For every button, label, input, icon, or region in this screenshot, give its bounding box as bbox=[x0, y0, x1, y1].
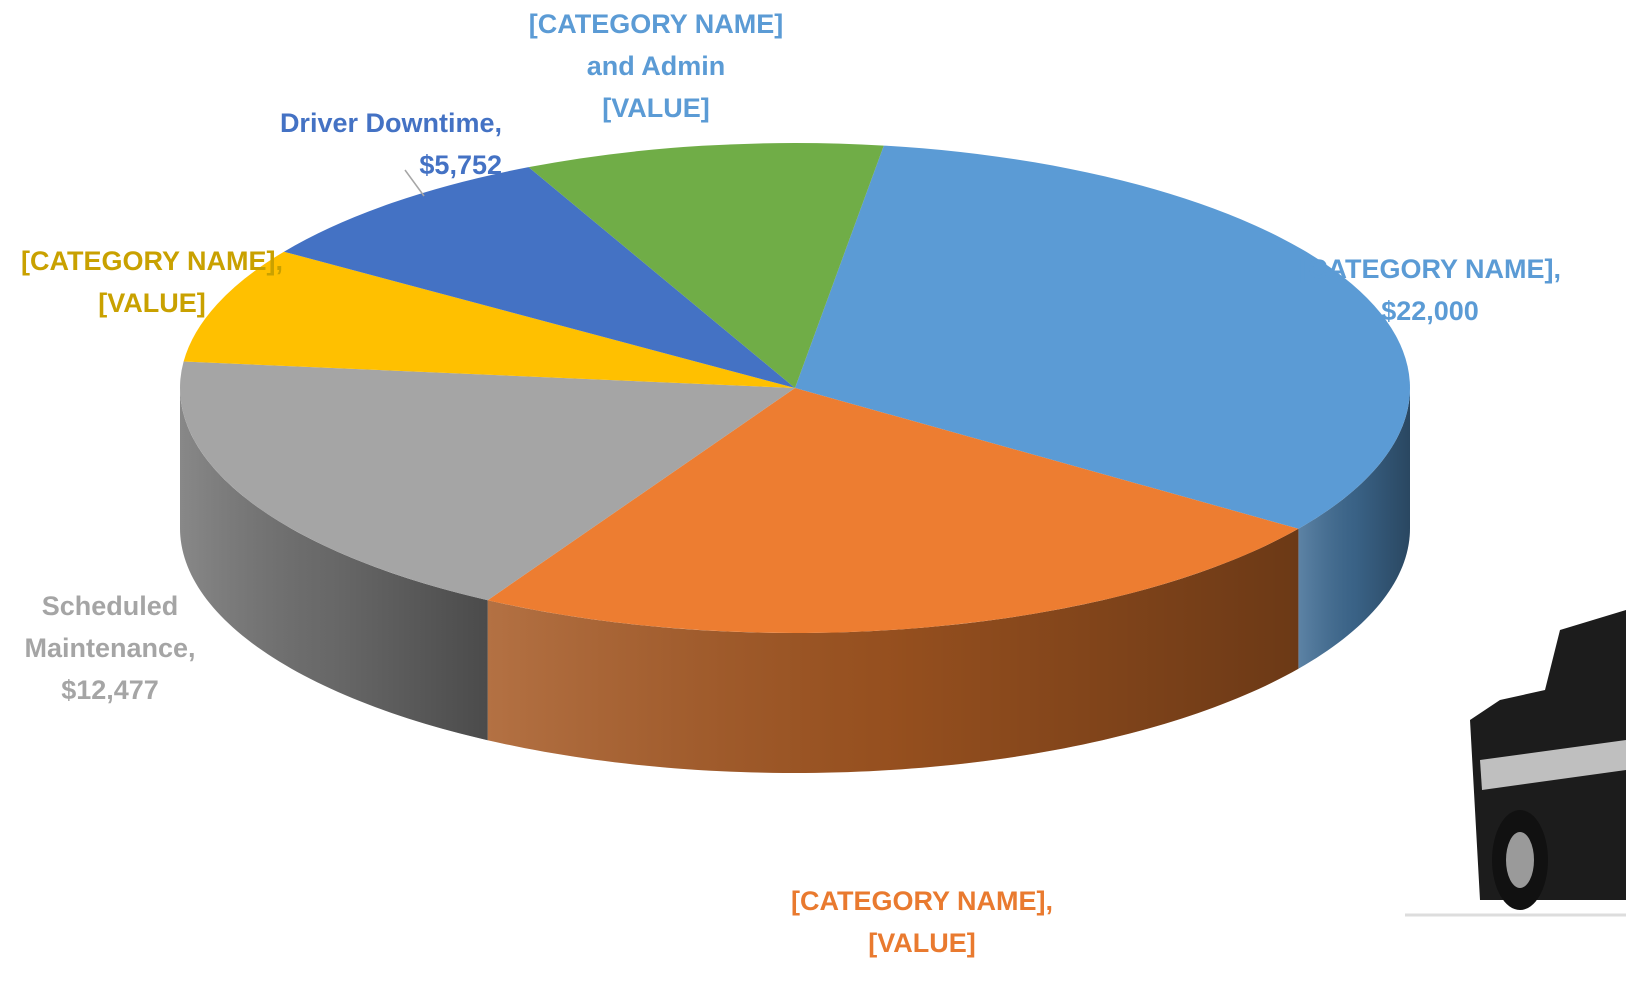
slice bbox=[180, 361, 796, 601]
slice bbox=[487, 388, 1299, 633]
value-label: [VALUE] bbox=[868, 928, 976, 958]
side-shade bbox=[1298, 388, 1410, 669]
data-label: [CATEGORY NAME], [VALUE] bbox=[0, 240, 312, 324]
value-label: [VALUE] bbox=[602, 93, 710, 123]
data-label: Scheduled Maintenance, $12,477 bbox=[5, 585, 215, 711]
data-label: [CATEGORY NAME] and Admin [VALUE] bbox=[511, 3, 801, 129]
truck-image bbox=[1405, 560, 1626, 920]
slice bbox=[795, 145, 1410, 529]
category-label: [CATEGORY NAME], bbox=[791, 886, 1053, 916]
pie bbox=[180, 142, 1410, 773]
data-label: Driver Downtime, $5,752 bbox=[202, 102, 502, 186]
slice bbox=[528, 142, 884, 388]
slice bbox=[283, 167, 795, 388]
category-label: Driver Downtime, bbox=[279, 108, 502, 138]
data-label: [CATEGORY NAME], [VALUE] bbox=[762, 880, 1082, 964]
value-label: $12,477 bbox=[61, 675, 159, 705]
slice bbox=[183, 251, 796, 388]
side-shade bbox=[487, 528, 1299, 773]
value-label: $22,000 bbox=[1381, 296, 1479, 326]
category-label: [CATEGORY NAME] and Admin bbox=[528, 9, 784, 81]
category-label: [CATEGORY NAME], bbox=[1299, 254, 1561, 284]
data-label: [CATEGORY NAME], $22,000 bbox=[1270, 248, 1590, 332]
leader-line bbox=[404, 169, 425, 197]
category-label: Scheduled Maintenance, bbox=[24, 591, 196, 663]
category-label: [CATEGORY NAME], bbox=[21, 246, 283, 276]
side-shade bbox=[180, 388, 488, 741]
value-label: [VALUE] bbox=[98, 288, 206, 318]
value-label: $5,752 bbox=[419, 150, 502, 180]
